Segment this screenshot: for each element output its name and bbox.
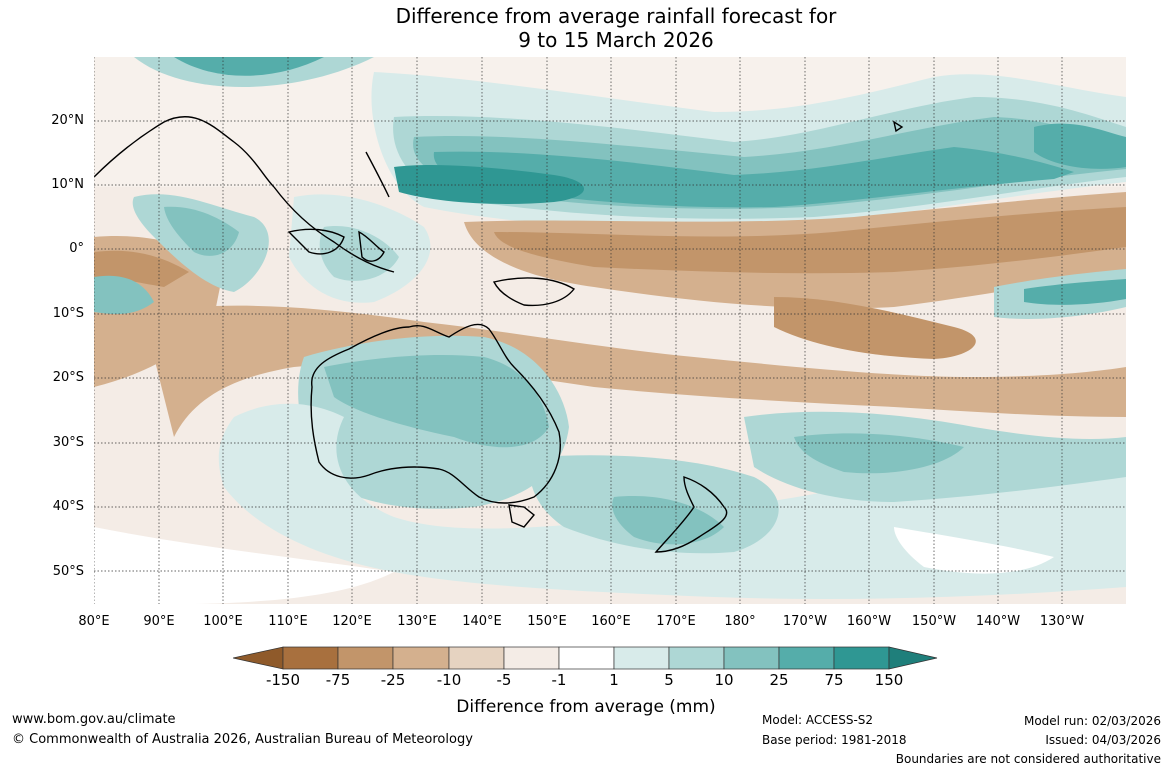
sumatra-java-coastline xyxy=(273,186,395,273)
anomaly-region xyxy=(94,275,154,315)
sulawesi-coastline xyxy=(358,230,385,262)
title-line-2: 9 to 15 March 2026 xyxy=(518,28,714,52)
graticule xyxy=(94,57,1126,604)
colorbar-title: Difference from average (mm) xyxy=(456,697,716,717)
rainfall-anomaly-map xyxy=(94,57,1126,604)
colorbar-swatch xyxy=(337,646,394,670)
lon-label: 100°E xyxy=(203,614,243,629)
anomaly-region xyxy=(1024,279,1126,305)
colorbar-swatch xyxy=(723,646,780,670)
lon-label: 170°W xyxy=(782,614,828,629)
colorbar-tick: 10 xyxy=(714,671,734,689)
lat-label: 40°S xyxy=(52,499,84,514)
lon-label: 130°E xyxy=(397,614,437,629)
lon-label: 130°W xyxy=(1039,614,1085,629)
lat-label: 10°S xyxy=(52,306,84,321)
colorbar-swatch xyxy=(668,646,725,670)
colorbar xyxy=(233,646,938,670)
new-guinea-coastline xyxy=(492,277,576,307)
lon-label: 150°W xyxy=(911,614,957,629)
borneo-coastline xyxy=(287,228,345,255)
colorbar-tick: 25 xyxy=(769,671,789,689)
disclaimer-text: Boundaries are not considered authoritat… xyxy=(895,752,1161,766)
colorbar-tick: 75 xyxy=(824,671,844,689)
lon-label: 110°E xyxy=(268,614,308,629)
new-zealand-coastline xyxy=(654,476,728,553)
anomaly-region xyxy=(1034,123,1126,169)
website-link[interactable]: www.bom.gov.au/climate xyxy=(12,712,176,727)
lon-label: 120°E xyxy=(332,614,372,629)
colorbar-swatch xyxy=(558,646,615,670)
colorbar-tick: -10 xyxy=(436,671,462,689)
anomaly-region xyxy=(94,527,394,604)
anomaly-region xyxy=(174,57,324,76)
lon-label: 170°E xyxy=(656,614,696,629)
anomaly-region xyxy=(218,403,1126,599)
lat-label: 20°N xyxy=(51,113,84,128)
anomaly-region xyxy=(154,305,1126,437)
coastlines xyxy=(94,116,904,553)
copyright-text: © Commonwealth of Australia 2026, Austra… xyxy=(12,732,473,747)
model-text: Model: ACCESS-S2 xyxy=(762,713,874,727)
lat-label: 20°S xyxy=(52,370,84,385)
colorbar-swatch xyxy=(503,646,560,670)
colorbar-tick: 5 xyxy=(664,671,674,689)
anomaly-region xyxy=(494,207,1126,274)
lon-label: 160°W xyxy=(846,614,892,629)
lat-label: 0° xyxy=(69,241,84,256)
anomaly-region xyxy=(394,164,584,204)
asia-coastline xyxy=(94,116,275,188)
colorbar-tick: 150 xyxy=(874,671,904,689)
colorbar-tick: -1 xyxy=(551,671,567,689)
anomaly-region xyxy=(774,297,976,359)
colorbar-swatch xyxy=(613,646,670,670)
lon-label: 80°E xyxy=(78,614,110,629)
issued-text: Issued: 04/03/2026 xyxy=(1045,733,1161,747)
colorbar-tick: -75 xyxy=(325,671,351,689)
anomaly-region xyxy=(164,206,239,256)
hawaii-coastline xyxy=(892,120,904,133)
map-svg xyxy=(94,57,1126,604)
lon-label: 150°E xyxy=(527,614,567,629)
anomaly-region xyxy=(433,147,1075,208)
colorbar-tick: -5 xyxy=(496,671,512,689)
colorbar-tick: -25 xyxy=(380,671,406,689)
lon-label: 90°E xyxy=(143,614,175,629)
colorbar-swatch xyxy=(888,646,938,670)
lon-label: 180° xyxy=(724,614,756,629)
lat-label: 30°S xyxy=(52,435,84,450)
colorbar-swatch xyxy=(392,646,450,670)
title-line-1: Difference from average rainfall forecas… xyxy=(395,4,837,28)
chart-title: Difference from average rainfall forecas… xyxy=(0,4,1173,52)
colorbar-swatch xyxy=(778,646,835,670)
anomaly-region xyxy=(324,355,549,448)
colorbar-swatch xyxy=(448,646,505,670)
colorbar-swatch xyxy=(282,646,339,670)
colorbar-swatch xyxy=(233,646,284,670)
colorbar-tick: -150 xyxy=(265,671,301,689)
base-period-text: Base period: 1981-2018 xyxy=(762,733,907,747)
colorbar-tick: 1 xyxy=(609,671,619,689)
lon-label: 140°W xyxy=(975,614,1021,629)
philippines-coastline xyxy=(365,151,390,198)
colorbar-swatch xyxy=(833,646,890,670)
model-run-text: Model run: 02/03/2026 xyxy=(1023,714,1161,728)
australia-coastline xyxy=(310,323,561,504)
lat-label: 50°S xyxy=(52,564,84,579)
lon-label: 160°E xyxy=(591,614,631,629)
anomaly-region xyxy=(612,496,724,545)
lon-label: 140°E xyxy=(462,614,502,629)
lat-label: 10°N xyxy=(51,177,84,192)
